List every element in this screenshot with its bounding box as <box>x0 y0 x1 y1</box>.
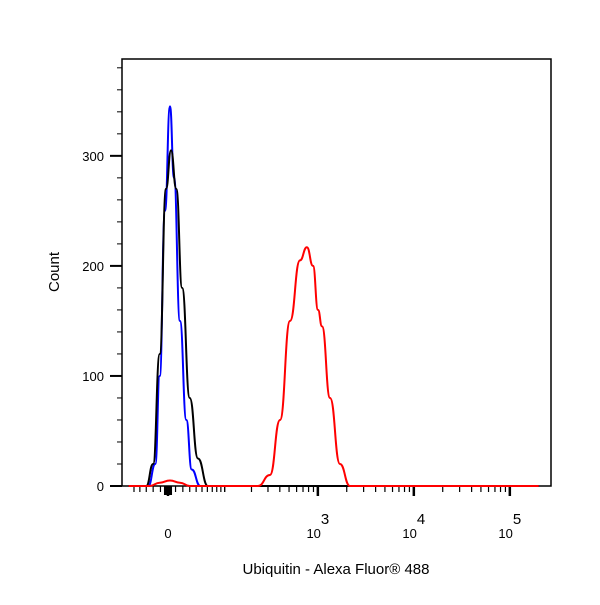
x-tick-exponent: 3 <box>321 511 329 528</box>
x-tick-base: 10 <box>306 526 320 541</box>
x-tick-label: 0 <box>164 526 171 541</box>
y-tick-label: 100 <box>82 369 104 384</box>
x-tick-label: 105 <box>498 511 521 541</box>
x-axis-label: Ubiquitin - Alexa Fluor® 488 <box>243 561 430 578</box>
histogram-series-0 <box>128 105 539 488</box>
y-tick-label: 300 <box>82 149 104 164</box>
x-tick-label: 104 <box>402 511 425 541</box>
plot-frame <box>121 58 552 487</box>
x-tick-base: 10 <box>498 526 512 541</box>
x-tick-label: 103 <box>306 511 329 541</box>
y-axis-label: Count <box>46 251 63 292</box>
y-tick-label: 200 <box>82 259 104 274</box>
histogram-series-1 <box>128 149 539 488</box>
x-tick-base: 10 <box>402 526 416 541</box>
x-tick-base: 0 <box>164 526 171 541</box>
x-tick-exponent: 5 <box>513 511 521 528</box>
histogram-series-2 <box>128 246 539 488</box>
x-tick-exponent: 4 <box>417 511 425 528</box>
y-tick-label: 0 <box>97 479 104 494</box>
